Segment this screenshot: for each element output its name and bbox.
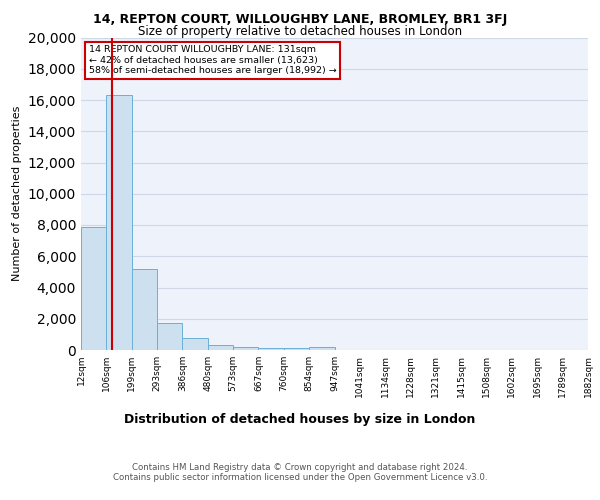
Y-axis label: Number of detached properties: Number of detached properties	[12, 106, 22, 282]
Bar	[284, 348, 309, 350]
Text: 14 REPTON COURT WILLOUGHBY LANE: 131sqm
← 42% of detached houses are smaller (13: 14 REPTON COURT WILLOUGHBY LANE: 131sqm …	[89, 46, 337, 75]
Bar	[208, 344, 233, 350]
Bar	[106, 96, 132, 350]
Bar	[309, 348, 335, 350]
Bar	[182, 338, 208, 350]
Text: Size of property relative to detached houses in London: Size of property relative to detached ho…	[138, 25, 462, 38]
Bar	[233, 348, 259, 350]
Bar	[157, 322, 182, 350]
Bar	[132, 269, 157, 350]
Bar	[259, 348, 284, 350]
Bar	[81, 226, 106, 350]
Text: Distribution of detached houses by size in London: Distribution of detached houses by size …	[124, 412, 476, 426]
Text: 14, REPTON COURT, WILLOUGHBY LANE, BROMLEY, BR1 3FJ: 14, REPTON COURT, WILLOUGHBY LANE, BROML…	[93, 12, 507, 26]
Text: Contains HM Land Registry data © Crown copyright and database right 2024.
Contai: Contains HM Land Registry data © Crown c…	[113, 463, 487, 482]
